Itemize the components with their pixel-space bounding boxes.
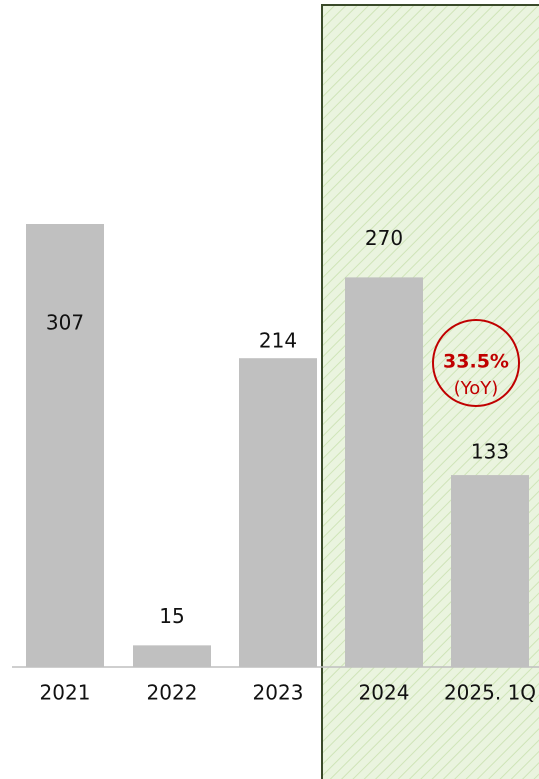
- value-label: 133: [471, 440, 509, 464]
- value-label: 307: [46, 310, 84, 334]
- bar: [345, 277, 423, 667]
- annotation-value: 33.5%: [443, 351, 509, 373]
- annotation-note: (YoY): [454, 378, 499, 399]
- bar: [26, 223, 104, 667]
- bar: [133, 645, 211, 667]
- annotation-circle: [432, 319, 520, 407]
- value-label: 214: [259, 329, 297, 353]
- x-tick-label: 2021: [40, 681, 91, 705]
- bar: [451, 475, 529, 667]
- x-tick-label: 2024: [359, 681, 410, 705]
- bar: [239, 358, 317, 667]
- x-tick-label: 2025. 1Q: [444, 681, 536, 705]
- x-tick-label: 2023: [253, 681, 304, 705]
- x-tick-label: 2022: [147, 681, 198, 705]
- value-label: 15: [159, 604, 184, 628]
- value-label: 270: [365, 226, 403, 250]
